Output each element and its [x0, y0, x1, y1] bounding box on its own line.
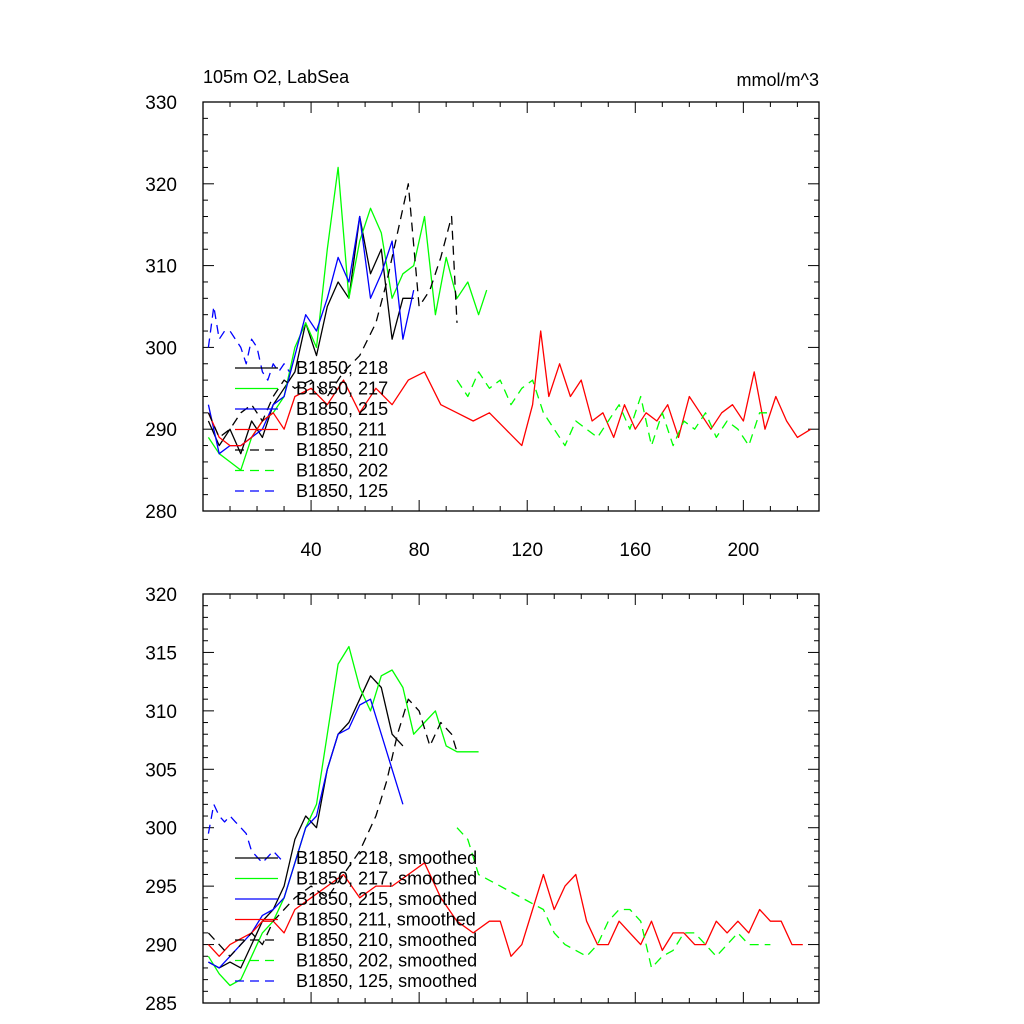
- top-tick-marks: [203, 101, 819, 512]
- bottom-legend-label: B1850, 215, smoothed: [296, 889, 477, 909]
- bottom-series-line: [207, 645, 479, 987]
- bottom-legend-label: B1850, 202, smoothed: [296, 951, 477, 971]
- top-y-tick-labels: 280 290 300 310 320 330: [145, 93, 177, 523]
- top-x-tick-label: 200: [727, 540, 759, 561]
- top-chart-title: 105m O2, LabSea: [203, 67, 350, 87]
- top-x-tick-label: 40: [300, 540, 321, 561]
- bottom-y-tick-label: 290: [145, 936, 177, 957]
- top-legend-label: B1850, 218: [296, 358, 388, 378]
- top-series-line: [456, 371, 771, 447]
- bottom-series-lines: [207, 645, 803, 987]
- top-x-tick-labels: 40 80 120 160 200: [300, 540, 759, 561]
- bottom-legend-label: B1850, 218, smoothed: [296, 848, 477, 868]
- bottom-series-line: [207, 862, 803, 957]
- bottom-series-line: [208, 675, 404, 969]
- top-y-tick-label: 290: [145, 420, 177, 441]
- top-legend-label: B1850, 202: [296, 461, 388, 481]
- top-plot-frame: [202, 101, 820, 512]
- bottom-y-tick-labels: 285 290 295 300 305 310 315 320: [145, 585, 177, 1015]
- top-chart-units: mmol/m^3: [737, 70, 819, 90]
- bottom-legend-label: B1850, 125, smoothed: [296, 971, 477, 991]
- bottom-panel: 285 290 295 300 305 310 315 320 B1850, 218, smo…: [145, 585, 820, 1015]
- top-y-tick-label: 310: [145, 257, 177, 278]
- top-y-tick-label: 300: [145, 338, 177, 359]
- bottom-y-tick-label: 285: [145, 994, 177, 1015]
- top-y-tick-label: 320: [145, 175, 177, 196]
- bottom-legend-label: B1850, 210, smoothed: [296, 930, 477, 950]
- top-series-line: [207, 305, 291, 381]
- bottom-y-tick-label: 320: [145, 585, 177, 606]
- bottom-tick-marks: [203, 593, 819, 1004]
- bottom-legend-label: B1850, 211, smoothed: [296, 910, 476, 930]
- bottom-y-tick-label: 300: [145, 819, 177, 840]
- top-legend-label: B1850, 211: [296, 420, 387, 440]
- bottom-legend-label: B1850, 217, smoothed: [296, 869, 477, 889]
- top-x-tick-label: 120: [511, 540, 543, 561]
- bottom-series-line: [207, 698, 458, 957]
- top-series-line: [207, 215, 414, 455]
- top-panel: 105m O2, LabSea mmol/m^3 280 290 300 310 320…: [145, 67, 820, 561]
- top-legend-label: B1850, 210: [296, 440, 388, 460]
- bottom-series-line: [456, 827, 771, 969]
- bottom-series-line: [207, 803, 285, 864]
- bottom-y-tick-label: 310: [145, 702, 177, 723]
- bottom-y-tick-label: 315: [145, 643, 177, 664]
- top-y-tick-label: 280: [145, 502, 177, 523]
- bottom-plot-frame: [202, 593, 820, 1004]
- top-legend-label: B1850, 125: [296, 481, 388, 501]
- bottom-y-tick-label: 305: [145, 760, 177, 781]
- top-x-tick-label: 80: [409, 540, 430, 561]
- top-y-tick-label: 330: [145, 93, 177, 114]
- top-legend-label: B1850, 215: [296, 399, 388, 419]
- bottom-y-tick-label: 295: [145, 877, 177, 898]
- top-series-line: [207, 330, 812, 447]
- top-legend-label: B1850, 217: [296, 379, 388, 399]
- top-x-tick-label: 160: [619, 540, 651, 561]
